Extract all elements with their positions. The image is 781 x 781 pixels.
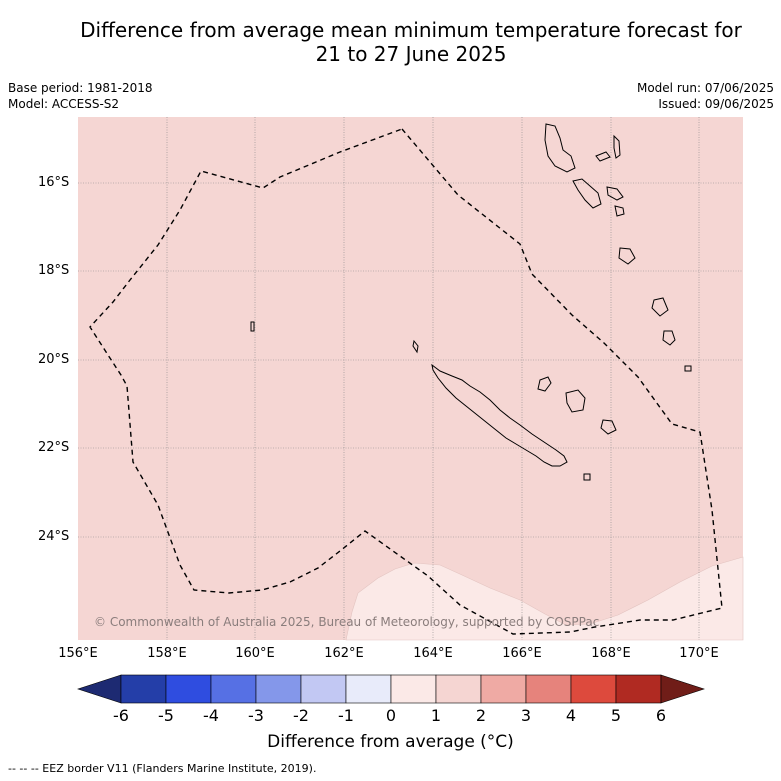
cbar-tick-minus5: -5 [158, 706, 174, 725]
cbar-tick-minus4: -4 [203, 706, 219, 725]
isle-of-pines [583, 473, 591, 481]
lon-label-160e: 160°E [235, 646, 275, 661]
vanuatu-aneityum [684, 365, 692, 372]
belep-islands [412, 339, 419, 354]
loyalty-island-ouvea [537, 376, 552, 392]
cbar-tick-1: 1 [430, 706, 442, 725]
lat-label-22s: 22°S [38, 440, 70, 455]
eez-legend-note: -- -- -- EEZ border V11 (Flanders Marine… [8, 762, 317, 775]
cbar-tick-minus1: -1 [338, 706, 354, 725]
lat-label-16s: 16°S [38, 175, 70, 190]
lat-label-18s: 18°S [38, 263, 70, 278]
lat-label-24s: 24°S [38, 529, 70, 544]
vanuatu-efate [618, 247, 636, 265]
lon-label-162e: 162°E [324, 646, 364, 661]
loyalty-island-mare [600, 419, 617, 435]
vanuatu-pentecost [606, 186, 624, 201]
title-line-2: 21 to 27 June 2025 [315, 42, 507, 66]
cbar-tick-minus2: -2 [293, 706, 309, 725]
vanuatu-tanna [662, 330, 676, 346]
issued-date: Issued: 09/06/2025 [658, 97, 774, 111]
cbar-tick-5: 5 [610, 706, 622, 725]
map-anomaly-light-region [345, 556, 744, 641]
copyright-notice: © Commonwealth of Australia 2025, Bureau… [94, 615, 600, 629]
gridlines [78, 117, 743, 640]
chesterfield-islet [250, 321, 255, 332]
vanuatu-malakula [572, 178, 602, 209]
vanuatu-ambae [595, 151, 611, 162]
meta-left: Base period: 1981-2018 Model: ACCESS-S2 [8, 80, 153, 112]
base-period: Base period: 1981-2018 [8, 81, 153, 95]
model-run: Model run: 07/06/2025 [636, 81, 774, 95]
vanuatu-maewo [613, 134, 621, 159]
cbar-tick-3: 3 [520, 706, 532, 725]
cbar-tick-6: 6 [655, 706, 667, 725]
map-title: Difference from average mean minimum tem… [0, 18, 781, 66]
lon-label-168e: 168°E [591, 646, 631, 661]
lon-label-170e: 170°E [679, 646, 719, 661]
map-anomaly-fill [78, 117, 743, 640]
lon-label-166e: 166°E [502, 646, 542, 661]
cbar-tick-0: 0 [385, 706, 397, 725]
vanuatu-epi [614, 205, 625, 217]
model-name: Model: ACCESS-S2 [8, 97, 120, 111]
lat-label-20s: 20°S [38, 352, 70, 367]
cbar-tick-minus6: -6 [113, 706, 129, 725]
lon-label-158e: 158°E [147, 646, 187, 661]
lon-label-164e: 164°E [413, 646, 453, 661]
cbar-tick-minus3: -3 [248, 706, 264, 725]
vanuatu-espiritu-santo [544, 123, 576, 173]
loyalty-island-lifou [565, 389, 586, 413]
colorbar-label: Difference from average (°C) [267, 732, 514, 752]
new-caledonia-island [431, 363, 568, 467]
cbar-tick-4: 4 [565, 706, 577, 725]
title-line-1: Difference from average mean minimum tem… [80, 18, 742, 42]
cbar-tick-2: 2 [475, 706, 487, 725]
vanuatu-erromango [651, 297, 669, 317]
lon-label-156e: 156°E [58, 646, 98, 661]
meta-right: Model run: 07/06/2025 Issued: 09/06/2025 [637, 80, 774, 112]
eez-border [89, 128, 723, 635]
